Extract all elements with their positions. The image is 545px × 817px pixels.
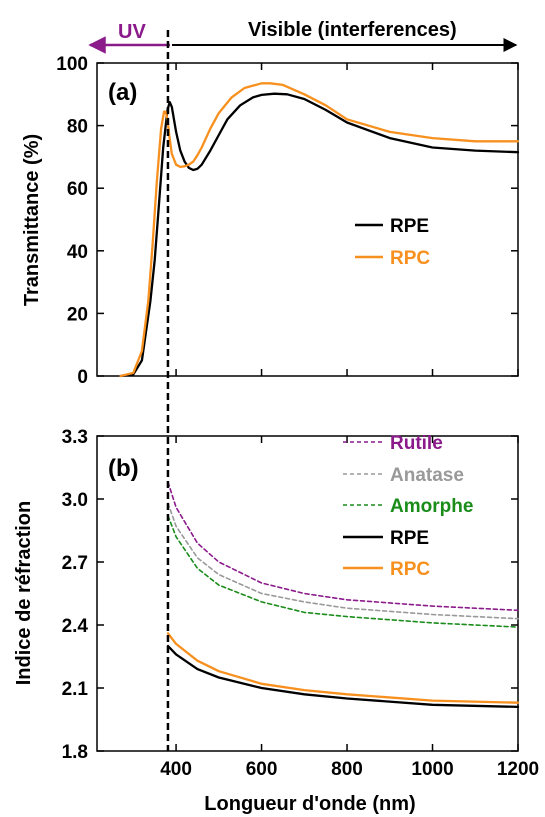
panel-a-frame (96, 62, 519, 377)
y-tick-label-a-3: 60 (67, 179, 88, 200)
x-tick-label-0: 400 (160, 759, 192, 780)
panel-a-y-axis-title: Transmittance (%) (21, 134, 43, 306)
legend-b-rutile-label: Rutile (390, 433, 443, 454)
series-b-rpe-line (166, 644, 520, 709)
x-tick-label-4: 1200 (497, 759, 539, 780)
panel-a-label: (a) (108, 79, 137, 106)
series-b-amorphe-line (167, 514, 519, 628)
series-a-rpc-line (119, 82, 520, 378)
series-b-rpc-line (166, 632, 520, 704)
panel-b-frame (96, 435, 519, 752)
y-tick-label-a-1: 20 (67, 304, 88, 325)
legend-a-rpe-label: RPE (390, 216, 429, 237)
panel-b-plot-area (166, 436, 520, 751)
x-tick-label-1: 600 (246, 759, 278, 780)
panel-b-x-ticks: 400 600 800 1000 1200 (160, 759, 539, 780)
series-a-rpe-line (119, 92, 520, 378)
x-axis-title: Longueur d'onde (nm) (204, 793, 415, 815)
panel-a-plot-area (119, 63, 520, 378)
visible-label: Visible (interferences) (248, 19, 457, 41)
y-tick-label-a-5: 100 (56, 54, 88, 75)
legend-b-amorphe-label: Amorphe (390, 496, 473, 517)
y-tick-label-b-5: 3.3 (62, 427, 88, 448)
panel-b: 1.8 2.1 2.4 2.7 3.0 3.3 400 600 800 1000 1200 (b)… (13, 427, 539, 815)
series-b-rutile-line (167, 481, 519, 612)
y-tick-label-b-0: 1.8 (62, 742, 88, 763)
x-tick-label-3: 1000 (411, 759, 453, 780)
y-tick-label-b-3: 2.7 (62, 553, 88, 574)
y-tick-label-a-2: 40 (67, 242, 88, 263)
legend-b-rpe-label: RPE (390, 528, 429, 549)
uv-label: UV (118, 21, 146, 43)
y-tick-label-b-4: 3.0 (62, 490, 88, 511)
panel-b-y-ticks: 1.8 2.1 2.4 2.7 3.0 3.3 (62, 427, 518, 763)
y-tick-label-a-0: 0 (77, 367, 88, 388)
panel-b-y-axis-title: Indice de réfraction (13, 501, 35, 686)
legend-b-rpc-label: RPC (390, 559, 430, 580)
y-tick-label-b-2: 2.4 (62, 616, 89, 637)
y-tick-label-a-4: 80 (67, 117, 88, 138)
x-tick-label-2: 800 (331, 759, 363, 780)
panel-a: 0 20 40 60 80 100 (a) Transmittance (%) RPE R… (21, 54, 520, 388)
legend-a-rpc-label: RPC (390, 248, 430, 269)
legend-b-anatase-label: Anatase (390, 465, 464, 486)
y-tick-label-b-1: 2.1 (62, 679, 89, 700)
panel-b-label: (b) (108, 455, 139, 482)
panel-a-y-ticks: 0 20 40 60 80 100 (56, 54, 518, 388)
series-b-anatase-line (167, 502, 519, 620)
